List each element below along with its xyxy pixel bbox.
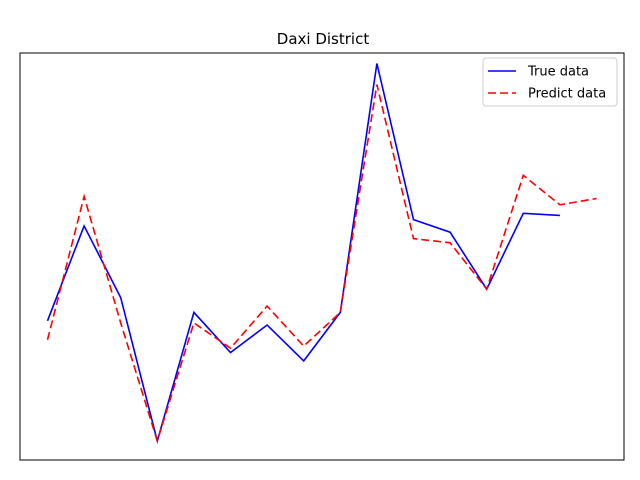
series-1 xyxy=(46,63,560,445)
series-2 xyxy=(46,84,597,444)
series-line-2 xyxy=(46,84,597,444)
legend-label: True data xyxy=(527,65,589,80)
legend-box xyxy=(482,57,618,107)
series-line-1 xyxy=(46,63,560,445)
legend: True data Predict data xyxy=(482,57,618,107)
chart-title: Daxi District xyxy=(277,30,370,48)
series-layer xyxy=(46,63,597,445)
plot-area-frame xyxy=(19,52,625,461)
legend-label: Predict data xyxy=(528,87,606,102)
